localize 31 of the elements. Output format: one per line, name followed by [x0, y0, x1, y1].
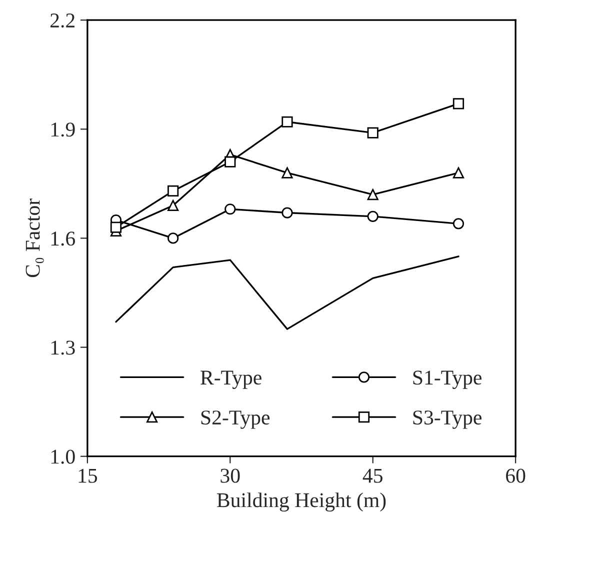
y-tick-label: 1.6	[51, 232, 76, 246]
point	[168, 200, 179, 212]
y-tick-label: 1.0	[51, 450, 75, 464]
point	[282, 167, 293, 178]
y-tick-label: 1.3	[51, 340, 75, 355]
legend-label: S2-Type	[201, 410, 270, 429]
y-tick-label: 2.2	[50, 14, 74, 28]
point	[168, 232, 179, 244]
legend-label: S3-Type	[413, 410, 482, 429]
point	[367, 189, 378, 200]
legend-label: S1-Type	[413, 370, 482, 389]
point	[282, 207, 293, 218]
point	[224, 204, 236, 215]
point	[452, 98, 464, 110]
x-tick-label: 15	[78, 468, 98, 483]
point	[282, 116, 293, 128]
x-axis-title: Building Height (m)	[217, 492, 386, 512]
line-series	[115, 256, 460, 330]
y-axis-title: C₀ Factor	[26, 198, 44, 278]
x-tick-label: 45	[362, 468, 382, 483]
x-tick-label: 30	[220, 468, 240, 483]
legend-label: R-Type	[200, 370, 262, 389]
x-tick-label: 60	[506, 468, 526, 483]
point	[367, 127, 378, 138]
point	[168, 185, 179, 197]
y-tick-label: 1.9	[51, 122, 75, 137]
point	[367, 210, 378, 222]
point	[110, 222, 122, 233]
point	[452, 167, 464, 178]
point	[452, 218, 464, 230]
point	[224, 156, 236, 168]
